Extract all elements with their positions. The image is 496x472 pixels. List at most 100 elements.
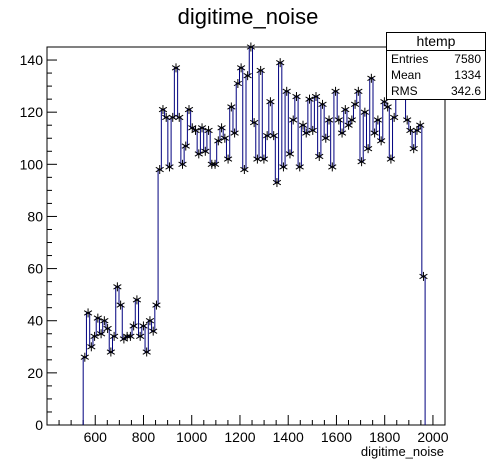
y-tick-label: 20	[27, 365, 43, 381]
data-point	[217, 123, 226, 133]
data-point	[103, 324, 112, 334]
data-point	[90, 331, 99, 341]
data-point	[152, 300, 161, 310]
data-point	[149, 326, 158, 336]
data-point	[119, 334, 129, 344]
y-tick-label: 60	[27, 261, 43, 277]
data-point	[129, 321, 138, 331]
stats-box-name: htemp	[387, 33, 485, 51]
data-point	[256, 65, 265, 75]
y-tick-label: 100	[20, 156, 44, 172]
data-point	[233, 78, 243, 88]
data-point	[106, 347, 116, 357]
data-point	[302, 128, 311, 138]
data-point	[175, 112, 184, 122]
histogram-line	[82, 46, 426, 425]
data-point	[80, 352, 89, 362]
stats-entries-label: Entries	[391, 52, 429, 66]
data-point	[376, 136, 386, 146]
x-tick-label: 1800	[369, 429, 400, 445]
data-point	[347, 115, 356, 125]
data-point	[136, 331, 145, 341]
data-point	[259, 154, 269, 164]
x-tick-label: 2000	[417, 429, 448, 445]
data-point	[214, 136, 223, 146]
data-point	[236, 63, 246, 73]
data-point	[390, 112, 399, 122]
data-point	[315, 151, 324, 161]
data-point	[158, 105, 168, 115]
data-point	[269, 131, 278, 141]
data-point	[100, 316, 109, 326]
stats-box: htemp Entries 7580 Mean 1334 RMS 342.6	[386, 32, 486, 100]
data-point	[292, 92, 301, 102]
data-point	[285, 149, 295, 159]
data-point	[223, 154, 233, 164]
data-point	[409, 144, 418, 154]
y-tick-label: 0	[35, 417, 43, 433]
y-tick-label: 80	[27, 208, 43, 224]
data-point	[197, 123, 207, 133]
data-point	[142, 347, 151, 357]
data-point	[171, 63, 181, 73]
stats-rms-row: RMS 342.6	[387, 83, 485, 99]
y-tick-label: 140	[20, 52, 44, 68]
stats-entries-value: 7580	[454, 52, 481, 66]
x-axis-label: digitime_noise	[360, 444, 444, 459]
data-point	[109, 331, 119, 341]
stats-mean-label: Mean	[391, 68, 422, 82]
data-point	[207, 159, 216, 169]
data-point	[331, 86, 340, 96]
data-point	[289, 115, 298, 125]
data-point	[279, 162, 288, 172]
stats-mean-row: Mean 1334	[387, 67, 485, 83]
x-tick-label: 1400	[273, 429, 304, 445]
data-point	[227, 102, 236, 112]
data-point	[243, 71, 252, 81]
data-point	[416, 120, 425, 130]
data-point	[354, 86, 363, 96]
data-point	[370, 128, 379, 138]
data-point	[139, 321, 148, 331]
data-point	[253, 154, 262, 164]
data-point	[220, 133, 229, 143]
data-point	[406, 125, 415, 135]
data-point	[272, 178, 282, 188]
data-point	[334, 115, 343, 125]
x-tick-label: 1000	[176, 429, 207, 445]
data-point	[155, 165, 164, 175]
data-point	[145, 316, 155, 326]
data-point	[249, 118, 259, 128]
data-point	[298, 120, 308, 130]
chart-title: digitime_noise	[177, 4, 319, 29]
data-point	[367, 73, 376, 83]
data-point-markers	[80, 42, 428, 362]
data-point	[337, 128, 347, 138]
data-point	[126, 331, 135, 341]
data-point	[318, 99, 327, 109]
data-point	[113, 282, 122, 292]
data-point	[324, 115, 334, 125]
data-point	[230, 128, 239, 138]
data-point	[168, 112, 177, 122]
data-point	[308, 125, 317, 135]
data-point	[403, 115, 412, 125]
data-point	[266, 97, 275, 107]
stats-entries-row: Entries 7580	[387, 51, 485, 67]
data-point	[96, 329, 106, 339]
data-point	[357, 157, 366, 167]
data-point	[373, 115, 383, 125]
data-point	[178, 159, 187, 169]
y-tick-label: 40	[27, 313, 43, 329]
data-point	[282, 86, 291, 96]
data-point	[194, 149, 203, 159]
data-point	[360, 107, 370, 117]
data-point	[276, 58, 285, 68]
y-axis-ticks: 0 20 40 60 80 100 120 140	[20, 46, 57, 433]
data-point	[328, 162, 337, 172]
x-tick-label: 1200	[224, 429, 255, 445]
data-point	[165, 162, 174, 172]
data-point	[181, 141, 190, 151]
data-point	[132, 295, 142, 305]
